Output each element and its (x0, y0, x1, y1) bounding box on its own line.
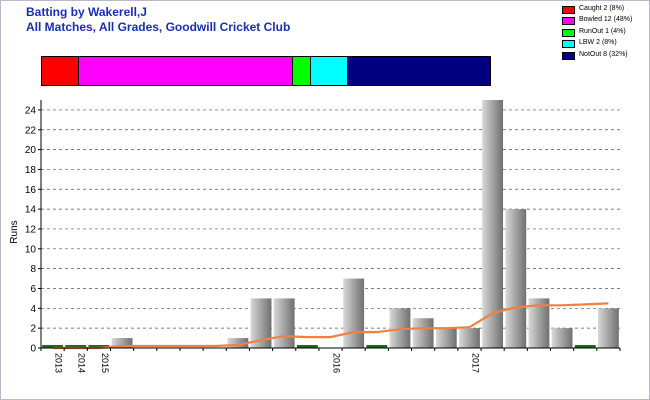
not-out-markers (42, 345, 596, 348)
y-tick-label: 16 (25, 185, 37, 196)
legend-swatch-notout (562, 51, 575, 60)
dismissal-segment-runout (292, 57, 312, 85)
x-year-label: 2017 (470, 353, 480, 373)
bar-innings-22 (528, 298, 550, 348)
y-tick-label: 24 (25, 105, 37, 116)
y-tick-label: 20 (25, 145, 37, 156)
dismissal-segment-lbw (311, 57, 348, 85)
bar-innings-25 (597, 308, 619, 348)
x-year-label: 2015 (100, 353, 110, 373)
bar-innings-17 (412, 318, 434, 348)
not-out-marker (42, 345, 64, 348)
y-tick-label: 2 (30, 324, 36, 335)
bar-innings-9 (227, 338, 249, 348)
x-year-label: 2013 (54, 353, 64, 373)
dismissal-segment-bowled (78, 57, 293, 85)
bar-innings-4 (111, 338, 133, 348)
not-out-marker (296, 345, 318, 348)
not-out-marker (88, 345, 110, 348)
not-out-marker (366, 345, 388, 348)
bar-innings-20 (482, 100, 504, 348)
y-axis-label: Runs (9, 220, 20, 243)
chart-subtitle: All Matches, All Grades, Goodwill Cricke… (26, 20, 291, 34)
chart-title: Batting by Wakerell,J (26, 5, 147, 19)
bar-innings-18 (435, 328, 457, 348)
y-tick-label: 22 (25, 125, 37, 136)
average-line (52, 302, 609, 350)
average-line-layer (52, 302, 609, 350)
legend-label-runout: RunOut 1 (4%) (579, 27, 626, 35)
not-out-marker (65, 345, 87, 348)
legend-swatch-bowled (562, 17, 575, 26)
bar-innings-10 (250, 298, 272, 348)
y-tick-label: 14 (25, 205, 37, 216)
bar-innings-14 (343, 278, 365, 348)
y-tick-label: 4 (30, 304, 36, 315)
legend-swatch-caught (562, 6, 575, 14)
legend-label-bowled: Bowled 12 (48%) (579, 16, 633, 24)
bar-innings-11 (273, 298, 295, 348)
legend-swatch-runout (562, 28, 575, 37)
bar-series (111, 100, 619, 348)
legend-label-lbw: LBW 2 (8%) (579, 39, 617, 47)
bar-innings-21 (505, 209, 527, 348)
y-tick-label: 10 (25, 244, 37, 255)
x-year-label: 2014 (77, 353, 87, 373)
legend-label-notout: NotOut 8 (32%) (579, 50, 628, 58)
bar-innings-23 (551, 328, 573, 348)
not-out-marker (574, 345, 596, 348)
y-tick-label: 8 (30, 264, 36, 275)
legend-swatch-lbw (562, 40, 575, 49)
dismissal-segment-caught (42, 57, 79, 85)
y-tick-label: 12 (25, 224, 37, 235)
gridlines (41, 109, 620, 329)
y-tick-label: 0 (30, 344, 36, 355)
x-year-label: 2016 (332, 353, 342, 373)
y-tick-label: 18 (25, 165, 37, 176)
legend-label-caught: Caught 2 (8%) (579, 5, 625, 12)
dismissal-breakdown-bar (41, 56, 491, 86)
bar-innings-19 (459, 328, 480, 348)
y-tick-label: 6 (30, 284, 36, 295)
dismissal-segment-notout (347, 57, 490, 85)
